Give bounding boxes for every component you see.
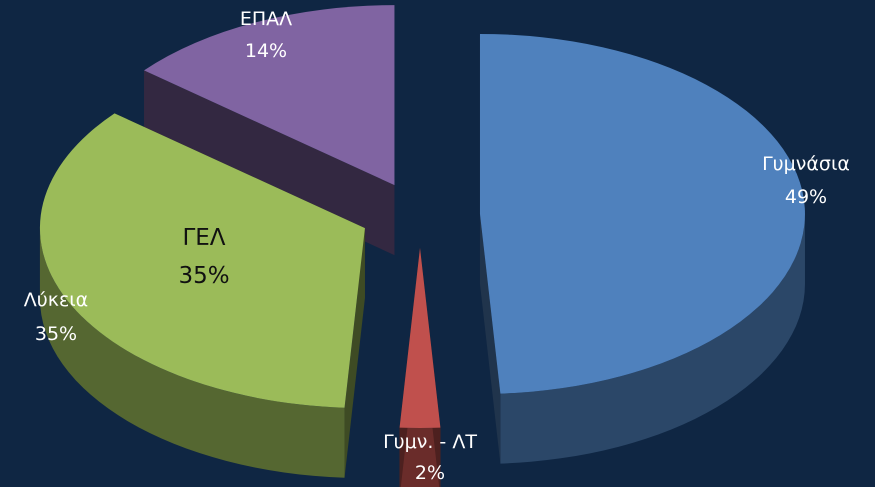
pie-slices	[39, 5, 805, 487]
slice-value-gymn-lt: 2%	[415, 462, 445, 484]
pie-slice-epal	[144, 5, 395, 256]
slice-label-epal: ΕΠΑΛ	[240, 8, 292, 30]
slice-label-gymn-lt: Γυμν. - ΛΤ	[383, 431, 477, 453]
pie-slice-lykeia	[39, 113, 365, 478]
annotation-gel-value: 35%	[178, 263, 229, 289]
annotation-gel-label: ΓΕΛ	[182, 225, 225, 251]
slice-value-epal: 14%	[245, 40, 287, 62]
slice-value-gymnasia: 49%	[785, 186, 827, 208]
pie-slice-gymnasia	[479, 33, 805, 464]
pie-slice-gymn-lt	[399, 248, 441, 487]
slice-label-gymnasia: Γυμνάσια	[762, 153, 850, 175]
slice-label-lykeia: Λύκεια	[24, 289, 88, 311]
slice-value-lykeia: 35%	[35, 323, 77, 345]
